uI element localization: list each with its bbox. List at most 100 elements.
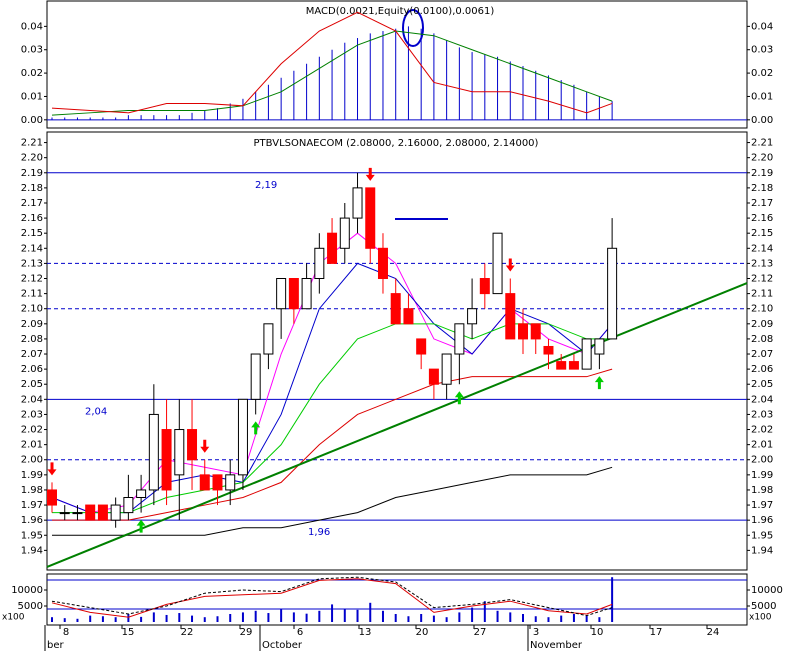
y-tick-label: 0.00: [21, 115, 43, 126]
y-tick-label-right: 2.18: [751, 183, 773, 194]
y-tick-label-right: 2.21: [751, 138, 773, 149]
candle-body: [556, 361, 567, 370]
candle-body: [352, 187, 363, 219]
candle-body: [543, 345, 554, 355]
candle-body: [97, 504, 108, 521]
y-tick-label: 2.08: [21, 334, 43, 345]
y-tick-label: 2.18: [21, 183, 43, 194]
y-tick-label-right: 2.19: [751, 168, 773, 179]
candle-body: [85, 504, 96, 521]
y-tick-label-right: 2.16: [751, 213, 773, 224]
x-tick-label: 8: [63, 627, 69, 638]
candle-body: [441, 353, 452, 385]
candle-body: [314, 247, 325, 280]
candle-body: [568, 361, 579, 370]
candle-body: [225, 474, 236, 491]
buy-arrow: [594, 376, 604, 390]
candle-body: [187, 429, 198, 461]
y-tick-label: 2.15: [21, 228, 43, 239]
y-tick-label: 1.95: [21, 530, 43, 541]
y-tick-label-right: 1.96: [751, 515, 773, 526]
y-tick-label-right: 1.99: [751, 470, 773, 481]
y-tick-label: 0.03: [21, 45, 43, 56]
buy-arrow: [251, 421, 261, 435]
candle-body: [327, 232, 338, 264]
y-tick-label: 2.17: [21, 198, 43, 209]
candle-body: [174, 429, 185, 476]
y-tick-label: 2.11: [21, 289, 43, 300]
volume-unit: x100: [2, 613, 25, 623]
candle-body: [467, 308, 478, 325]
y-tick-label-right: 2.07: [751, 349, 773, 360]
candle-body: [518, 323, 529, 340]
y-tick-label: 2.09: [21, 319, 43, 330]
indicator-line: [51, 11, 613, 114]
candle-body: [161, 429, 172, 491]
candle-body: [581, 338, 592, 370]
y-tick-label-right: 2.06: [751, 364, 773, 375]
y-tick-label-right: 2.00: [751, 455, 773, 466]
indicator-line: [51, 576, 613, 617]
y-tick-label-right: 2.11: [751, 289, 773, 300]
candle-body: [136, 489, 147, 499]
y-tick-label: 2.20: [21, 153, 43, 164]
y-tick-label-right: 2.08: [751, 334, 773, 345]
y-tick-label-right: 0.04: [751, 21, 773, 32]
y-tick-label-right: 2.20: [751, 153, 773, 164]
y-tick-label-right: 2.05: [751, 379, 773, 390]
sell-arrow: [47, 462, 57, 476]
x-tick-label: 15: [122, 627, 135, 638]
x-tick-label: 29: [240, 627, 253, 638]
y-tick-label-right: 0.02: [751, 68, 773, 79]
candle-body: [148, 413, 159, 491]
x-tick-label: 24: [707, 627, 720, 638]
x-tick-label: 17: [650, 627, 663, 638]
candle-body: [237, 398, 248, 476]
y-tick-label-right: 1.94: [751, 545, 773, 556]
y-tick-label-right: 2.02: [751, 425, 773, 436]
y-tick-label-right: 1.98: [751, 485, 773, 496]
y-tick-label-right: 5000: [751, 601, 776, 612]
candle-body: [250, 353, 261, 400]
y-tick-label-right: 10000: [751, 585, 783, 596]
indicator-line: [51, 262, 613, 514]
y-tick-label: 2.19: [21, 168, 43, 179]
y-tick-label-right: 2.15: [751, 228, 773, 239]
price-frame: [46, 131, 748, 571]
highlight-ellipse: [402, 9, 424, 47]
level-label: 2,19: [255, 180, 277, 191]
candle-body: [530, 323, 541, 340]
y-tick-label: 2.16: [21, 213, 43, 224]
indicator-line: [51, 30, 613, 116]
y-tick-label: 5000: [18, 601, 43, 612]
y-tick-label: 2.21: [21, 138, 43, 149]
macd-frame: [46, 0, 748, 129]
x-tick-label: 27: [474, 627, 487, 638]
candle-body: [276, 278, 287, 310]
candle-body: [199, 474, 210, 491]
y-tick-label: 2.04: [21, 394, 43, 405]
level-label: 2,04: [85, 406, 107, 417]
y-tick-label: 2.00: [21, 455, 43, 466]
y-tick-label: 1.96: [21, 515, 43, 526]
y-tick-label-right: 0.03: [751, 45, 773, 56]
y-tick-label: 1.97: [21, 500, 43, 511]
candle-body: [428, 368, 439, 385]
candle-body: [377, 247, 388, 280]
y-tick-label: 2.01: [21, 440, 43, 451]
y-tick-label: 0.04: [21, 21, 43, 32]
month-label: November: [530, 640, 583, 651]
candle-body: [403, 308, 414, 325]
y-tick-label-right: 1.95: [751, 530, 773, 541]
candle-body: [59, 512, 70, 515]
candle-body: [479, 278, 490, 295]
x-tick-label: 10: [591, 627, 604, 638]
y-tick-label: 0.01: [21, 91, 43, 102]
y-tick-label: 10000: [11, 585, 43, 596]
price-title: PTBVLSONAECOM (2.08000, 2.16000, 2.08000…: [254, 138, 539, 149]
candle-body: [212, 474, 223, 491]
candle-body: [365, 187, 376, 249]
indicator-line: [52, 323, 613, 514]
candle-body: [607, 247, 618, 340]
